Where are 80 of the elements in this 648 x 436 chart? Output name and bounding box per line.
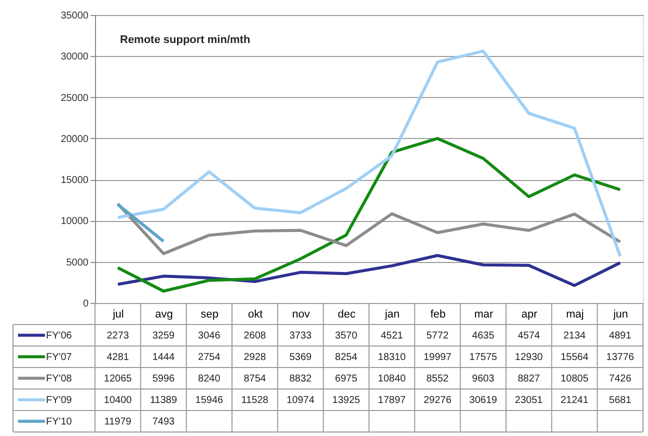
data-label: 10400 (104, 394, 132, 406)
data-label: 8254 (335, 352, 358, 363)
data-label: 15564 (560, 352, 589, 363)
data-label: 10805 (560, 373, 589, 384)
x-tick-label: jan (384, 308, 400, 320)
data-label: 7493 (152, 416, 176, 428)
x-tick-label: apr (521, 308, 538, 320)
data-label: 3733 (289, 330, 312, 342)
data-label: 1444 (152, 352, 176, 363)
data-label: 12065 (104, 373, 132, 384)
data-label: 17897 (378, 394, 406, 406)
y-tick-label: 5000 (66, 257, 89, 268)
data-label: 8240 (198, 373, 221, 384)
line-series (116, 254, 622, 287)
x-tick-label: dec (338, 308, 356, 320)
x-tick-label: avg (155, 308, 173, 320)
data-label: 5369 (289, 352, 312, 363)
data-label: 21241 (560, 394, 589, 406)
data-label: 2273 (106, 330, 130, 342)
data-label: 19997 (424, 352, 452, 363)
data-label: 10840 (378, 373, 406, 384)
data-label: 13776 (606, 352, 635, 363)
data-label: 12930 (514, 352, 544, 363)
x-tick-label: mar (474, 308, 494, 320)
data-label: 11389 (150, 394, 178, 406)
x-tick-label: sep (200, 308, 219, 320)
data-label: 5772 (426, 330, 450, 342)
data-label: 3570 (335, 330, 358, 342)
data-label: 3259 (152, 330, 176, 342)
data-label: 8754 (244, 373, 266, 384)
data-label: 3046 (198, 330, 221, 342)
legend-label: FY'08 (46, 373, 72, 384)
line-series (116, 136, 622, 293)
data-label: 4281 (106, 352, 130, 363)
x-tick-label: nov (292, 308, 310, 320)
y-tick-label: 10000 (60, 216, 89, 228)
data-label: 2754 (198, 352, 221, 363)
x-tick-label: okt (248, 308, 263, 320)
data-label: 5996 (152, 373, 176, 384)
x-tick-label: feb (430, 308, 446, 320)
data-label: 4635 (472, 330, 495, 342)
data-label: 13925 (332, 394, 361, 406)
data-label: 4521 (380, 330, 404, 342)
data-label: 11528 (241, 394, 269, 406)
data-label: 5681 (609, 394, 632, 406)
legend-label: FY'07 (46, 352, 72, 363)
text: Remote support min/mth (120, 34, 250, 46)
data-label: 8832 (289, 373, 312, 384)
data-label: 4891 (609, 330, 632, 342)
y-tick-label: 35000 (60, 10, 89, 22)
data-label: 9603 (472, 373, 495, 384)
x-tick-label: jul (112, 308, 124, 320)
x-tick-label: maj (566, 308, 584, 320)
data-label: 2608 (244, 330, 266, 342)
data-label: 15946 (195, 394, 224, 406)
data-label: 17575 (469, 352, 498, 363)
y-tick-label: 0 (82, 298, 89, 310)
data-label: 2134 (563, 330, 586, 342)
data-label: 6975 (335, 373, 358, 384)
y-tick-label: 30000 (60, 52, 89, 63)
y-tick-label: 25000 (60, 92, 89, 104)
legend-label: FY'10 (46, 416, 72, 428)
data-label: 11979 (104, 416, 132, 428)
line-series (116, 50, 622, 258)
y-tick-label: 15000 (60, 175, 89, 186)
data-label: 18310 (378, 352, 406, 363)
y-tick-label: 20000 (60, 134, 89, 145)
legend-label: FY'09 (46, 394, 72, 406)
data-label: 7426 (609, 373, 632, 384)
data-label: 4574 (518, 330, 540, 342)
data-label: 8827 (518, 373, 540, 384)
data-label: 23051 (514, 394, 544, 406)
data-label: 2928 (244, 352, 266, 363)
line-series (116, 202, 622, 256)
data-label: 29276 (424, 394, 452, 406)
data-label: 30619 (469, 394, 498, 406)
x-tick-label: jun (612, 308, 628, 320)
data-label: 8552 (426, 373, 450, 384)
legend-label: FY'06 (46, 330, 72, 342)
data-label: 10974 (286, 394, 315, 406)
